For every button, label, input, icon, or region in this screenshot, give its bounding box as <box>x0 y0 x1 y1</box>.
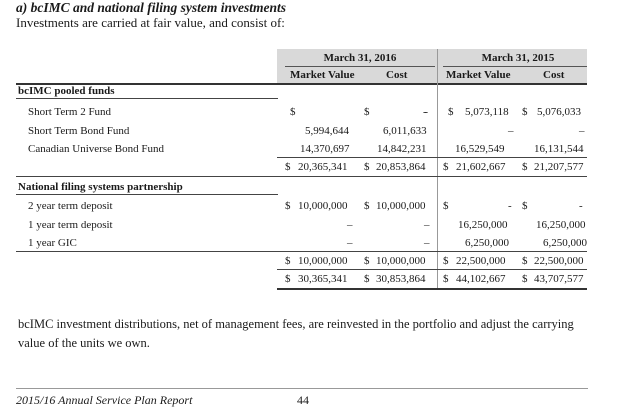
cell-mv2015: 5,073,118 <box>465 106 509 118</box>
cell-cost2015: – <box>579 125 585 137</box>
total-cost2016: 20,853,864 <box>376 161 426 173</box>
grand-total-cost2015: 43,707,577 <box>534 273 584 285</box>
section-title-rule <box>16 98 278 99</box>
section-title: National filing systems partnership <box>18 181 183 193</box>
section-rule <box>16 176 587 177</box>
currency-symbol: $ <box>285 255 291 267</box>
footer-rule <box>16 388 588 389</box>
currency-symbol: $ <box>443 273 449 285</box>
cell-mv2016: 14,370,697 <box>300 143 350 155</box>
cell-cost2015: 6,250,000 <box>543 237 587 249</box>
total-cost2016: 10,000,000 <box>376 255 426 267</box>
cell-cost2016: – <box>424 219 430 231</box>
cell-cost2015: 16,131,544 <box>534 143 584 155</box>
currency-symbol: $ <box>522 200 528 212</box>
currency-symbol: $ <box>285 200 291 212</box>
total-mv2015: 22,500,000 <box>456 255 506 267</box>
row-label: Short Term Bond Fund <box>28 125 130 137</box>
total-cost2015: 21,207,577 <box>534 161 584 173</box>
total-cost2015: 22,500,000 <box>534 255 584 267</box>
section-title-rule <box>16 194 278 195</box>
currency-symbol: $ <box>364 200 370 212</box>
currency-symbol: $ <box>285 273 291 285</box>
cell-cost2016: 6,011,633 <box>383 125 427 137</box>
period-2015-header: March 31, 2015 <box>481 52 555 64</box>
subtotal-rule <box>16 251 587 252</box>
col-market-value-2016: Market Value <box>290 69 355 81</box>
currency-symbol: $ <box>364 161 370 173</box>
period-separator <box>437 49 438 289</box>
grand-total-double-rule <box>277 288 587 290</box>
col-cost-2016: Cost <box>386 69 408 81</box>
subtotal-rule <box>277 157 587 158</box>
total-mv2015: 21,602,667 <box>456 161 506 173</box>
cell-cost2016: - <box>423 106 427 118</box>
period-2016-header: March 31, 2016 <box>323 52 397 64</box>
row-label: Short Term 2 Fund <box>28 106 112 118</box>
period-2016-underline <box>285 66 435 67</box>
cell-mv2015: – <box>508 125 514 137</box>
currency-symbol: $ <box>443 255 449 267</box>
footer-report-title: 2015/16 Annual Service Plan Report <box>16 393 193 407</box>
currency-symbol: $ <box>522 106 528 118</box>
grand-total-mv2015: 44,102,667 <box>456 273 506 285</box>
currency-symbol: $ <box>443 200 449 212</box>
cell-mv2016: - <box>424 106 428 118</box>
row-label: 2 year term deposit <box>28 200 113 212</box>
cell-mv2015: 6,250,000 <box>465 237 509 249</box>
cell-mv2016: 5,994,644 <box>305 125 349 137</box>
header-rule <box>16 83 587 85</box>
currency-symbol: $ <box>522 161 528 173</box>
currency-symbol: $ <box>364 255 370 267</box>
currency-symbol: $ <box>522 255 528 267</box>
cell-cost2016: 10,000,000 <box>376 200 426 212</box>
period-2015-underline <box>443 66 587 67</box>
currency-symbol: $ <box>522 273 528 285</box>
grand-total-rule <box>277 269 587 270</box>
cell-cost2015: 16,250,000 <box>536 219 586 231</box>
page-number: 44 <box>297 393 309 407</box>
cell-cost2016: – <box>424 237 430 249</box>
currency-symbol: $ <box>364 273 370 285</box>
currency-symbol: $ <box>285 161 291 173</box>
body-paragraph: bcIMC investment distributions, net of m… <box>18 317 574 350</box>
currency-symbol: $ <box>364 106 370 118</box>
grand-total-mv2016: 30,365,341 <box>298 273 348 285</box>
cell-mv2015: - <box>508 200 512 212</box>
cell-cost2016: 14,842,231 <box>377 143 427 155</box>
row-label: 1 year term deposit <box>28 219 113 231</box>
cell-mv2015: 16,529,549 <box>455 143 505 155</box>
cell-cost2015: 5,076,033 <box>537 106 581 118</box>
total-mv2016: 10,000,000 <box>298 255 348 267</box>
grand-total-cost2016: 30,853,864 <box>376 273 426 285</box>
cell-mv2016: – <box>347 237 353 249</box>
currency-symbol: $ <box>290 106 296 118</box>
section-heading: a) bcIMC and national filing system inve… <box>16 0 287 15</box>
cell-mv2016: – <box>347 219 353 231</box>
intro-text: Investments are carried at fair value, a… <box>16 15 285 30</box>
cell-mv2016: 10,000,000 <box>298 200 348 212</box>
section-title: bcIMC pooled funds <box>18 85 115 97</box>
total-mv2016: 20,365,341 <box>298 161 348 173</box>
col-market-value-2015: Market Value <box>446 69 511 81</box>
currency-symbol: $ <box>443 161 449 173</box>
row-label: Canadian Universe Bond Fund <box>28 143 164 155</box>
col-cost-2015: Cost <box>543 69 565 81</box>
cell-mv2015: 16,250,000 <box>458 219 508 231</box>
currency-symbol: $ <box>448 106 454 118</box>
row-label: 1 year GIC <box>28 237 77 249</box>
cell-cost2015: - <box>579 200 583 212</box>
